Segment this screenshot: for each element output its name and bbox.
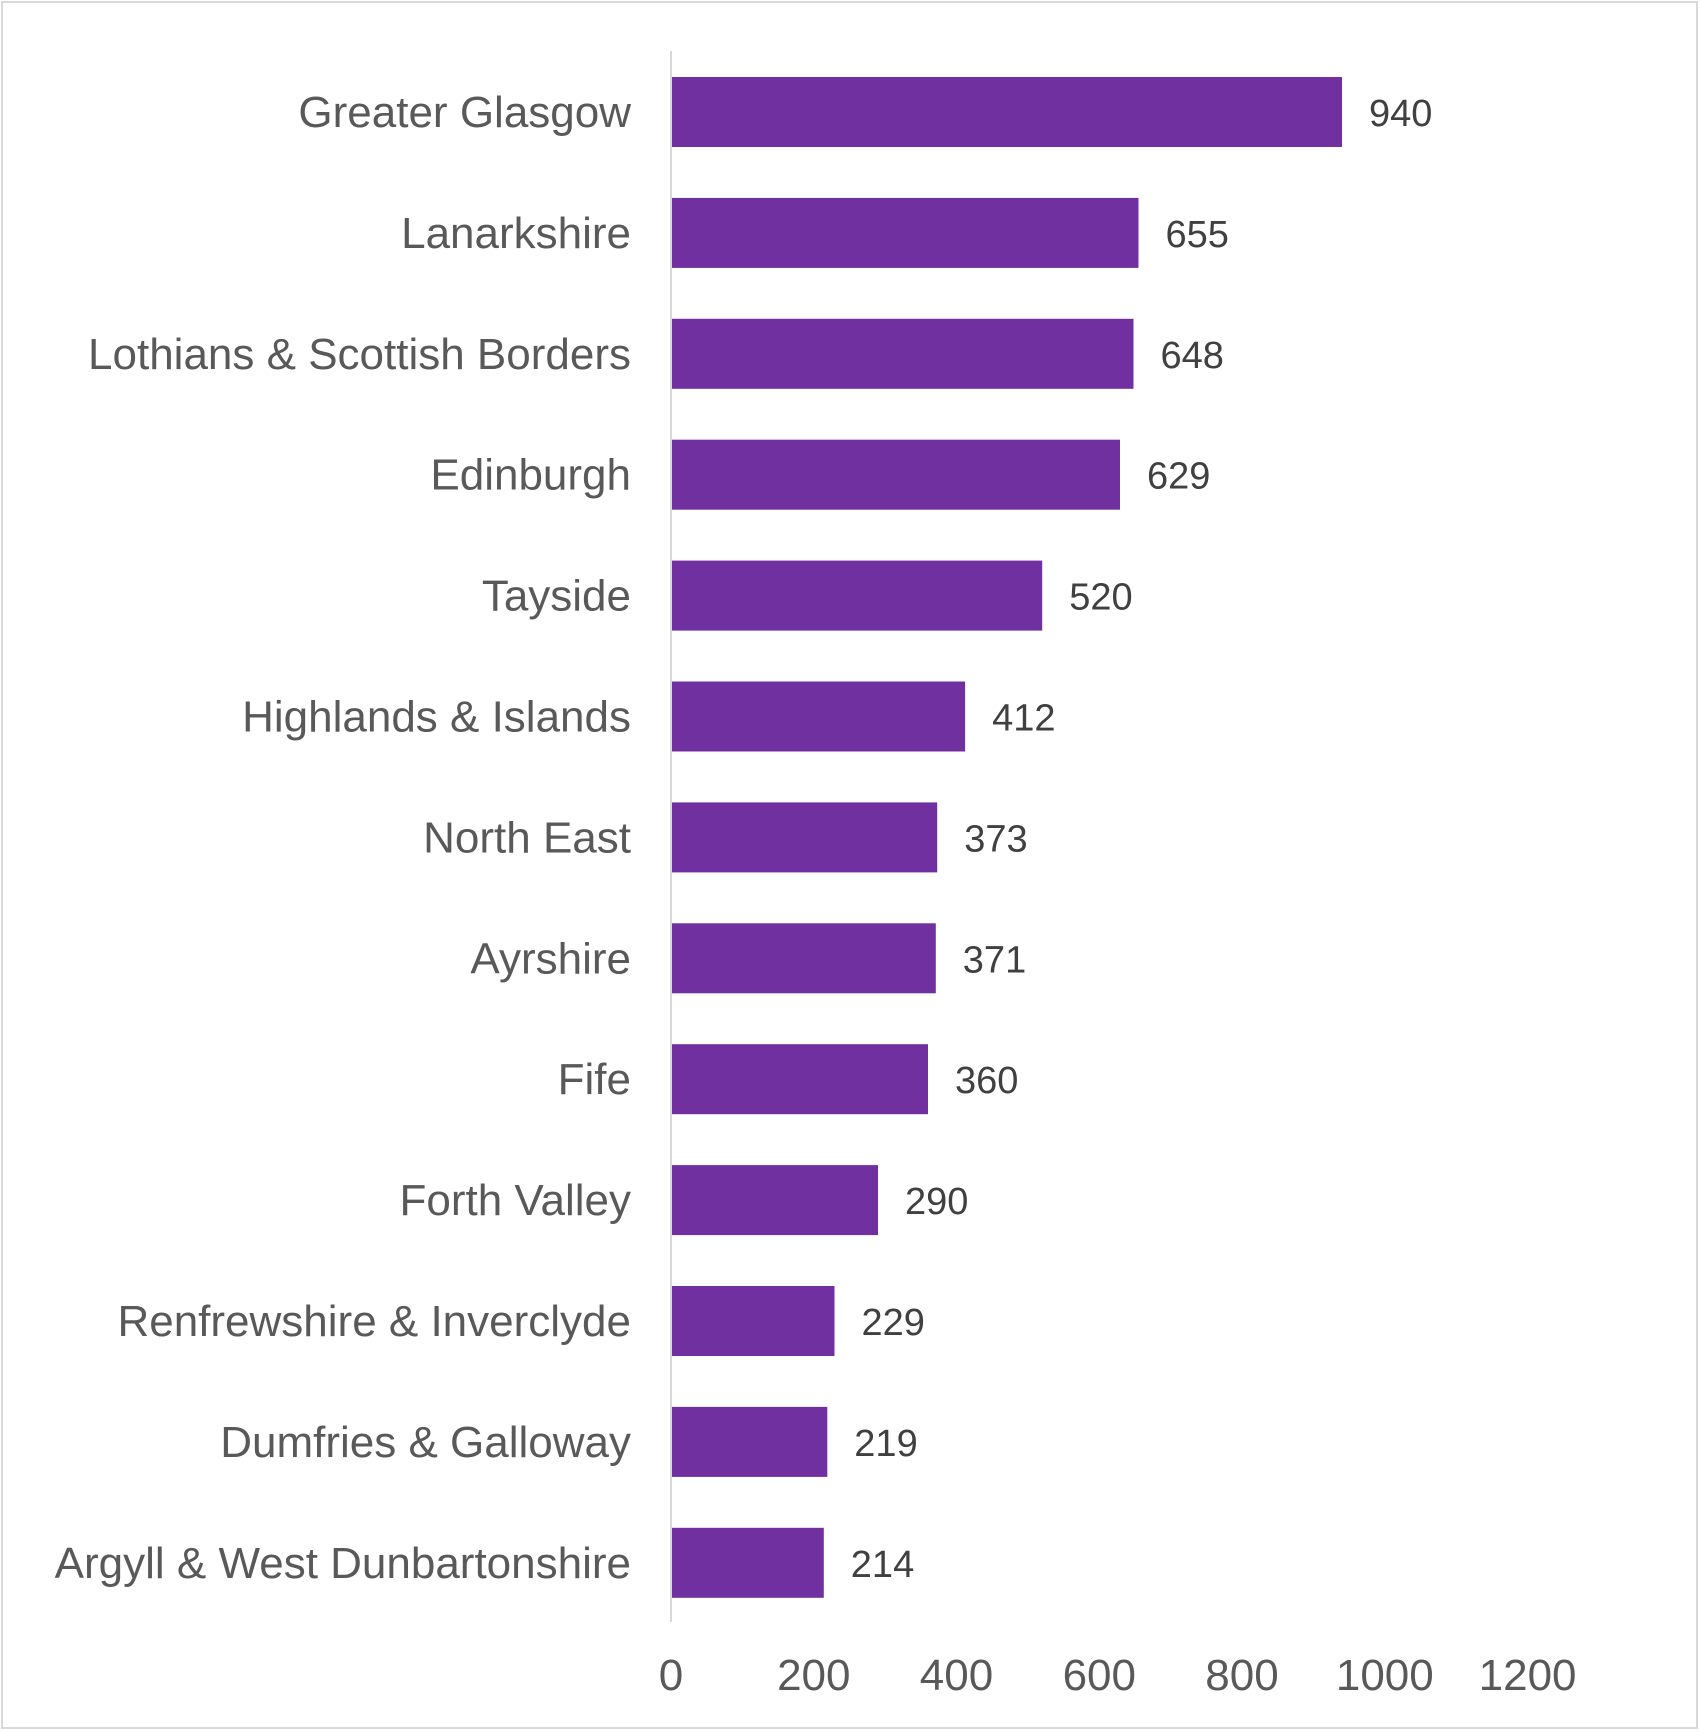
value-label: 360 <box>955 1060 1018 1102</box>
x-tick-label: 800 <box>1205 1651 1278 1700</box>
bar-12 <box>671 1527 824 1598</box>
value-label: 520 <box>1069 577 1132 619</box>
x-tick-label: 1000 <box>1336 1651 1434 1700</box>
category-label: Argyll & West Dunbartonshire <box>55 1539 631 1588</box>
category-label: Renfrewshire & Inverclyde <box>117 1297 631 1346</box>
category-label: Highlands & Islands <box>242 693 631 742</box>
x-tick-label: 1200 <box>1479 1651 1577 1700</box>
category-label: Dumfries & Galloway <box>220 1418 631 1467</box>
bar-7 <box>671 923 936 994</box>
category-label: Forth Valley <box>400 1176 632 1225</box>
bar-3 <box>671 439 1120 510</box>
bars-group <box>671 77 1342 1598</box>
bar-6 <box>671 802 938 873</box>
value-label: 219 <box>854 1423 917 1465</box>
x-tick-label: 400 <box>920 1651 993 1700</box>
x-tick-label: 600 <box>1063 1651 1136 1700</box>
bar-10 <box>671 1286 835 1356</box>
value-labels: 940 655 648 629 520 412 373 371 360 290 229 219 214 <box>851 93 1433 1586</box>
value-label: 229 <box>862 1302 925 1344</box>
value-label: 940 <box>1369 93 1432 135</box>
bar-9 <box>671 1165 878 1236</box>
bar-11 <box>671 1406 828 1477</box>
value-label: 412 <box>992 698 1055 740</box>
value-label: 655 <box>1166 214 1229 256</box>
category-labels: Greater Glasgow Lanarkshire Lothians & Sco… <box>55 88 632 1588</box>
category-label: Greater Glasgow <box>298 88 631 137</box>
category-label: Ayrshire <box>470 934 631 983</box>
value-label: 629 <box>1147 456 1210 498</box>
bar-2 <box>671 318 1134 389</box>
category-label: Tayside <box>482 572 631 621</box>
x-tick-label: 200 <box>777 1651 850 1700</box>
x-tick-label: 0 <box>659 1651 683 1700</box>
category-label: Edinburgh <box>430 451 631 500</box>
value-label: 214 <box>851 1544 914 1586</box>
category-label: Fife <box>558 1055 631 1104</box>
bar-1 <box>671 197 1139 268</box>
value-label: 290 <box>905 1181 968 1223</box>
category-label: Lanarkshire <box>401 209 631 258</box>
x-axis-ticks: 0 200 400 600 800 1000 1200 <box>659 1651 1577 1700</box>
value-label: 648 <box>1161 335 1224 377</box>
bar-5 <box>671 681 966 752</box>
bar-0 <box>671 77 1342 147</box>
category-label: North East <box>423 813 631 862</box>
value-label: 373 <box>964 818 1027 860</box>
bar-8 <box>671 1044 928 1115</box>
category-label: Lothians & Scottish Borders <box>88 330 631 379</box>
value-label: 371 <box>963 939 1026 981</box>
bar-4 <box>671 560 1043 631</box>
